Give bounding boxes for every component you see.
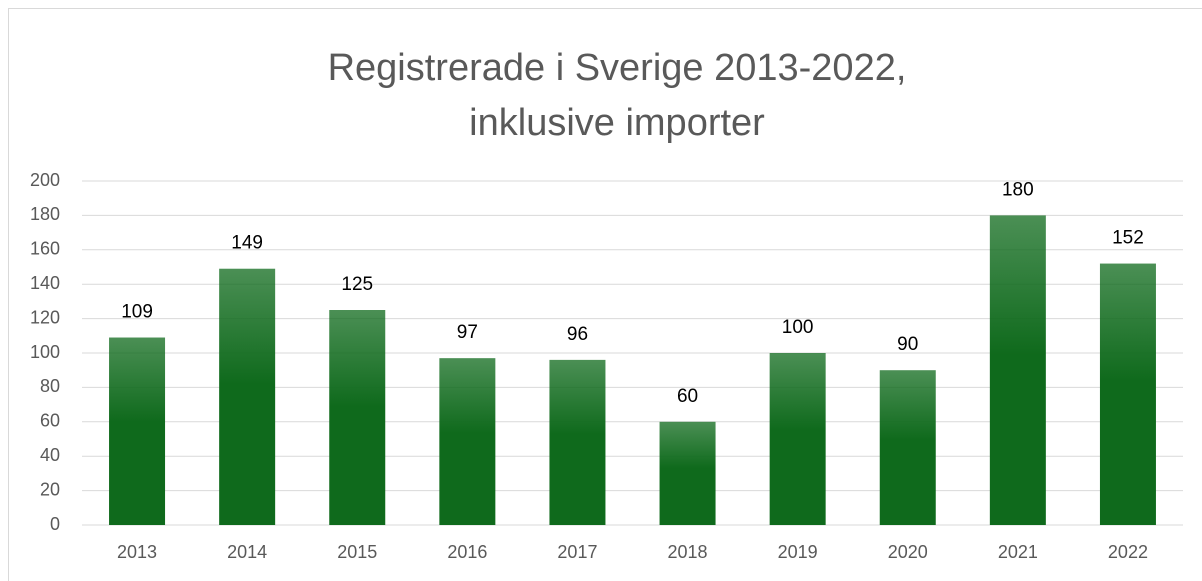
value-label: 125	[341, 274, 373, 295]
y-tick-label: 140	[30, 273, 60, 293]
value-label: 96	[567, 324, 588, 345]
bar	[769, 353, 826, 525]
value-label: 152	[1112, 228, 1144, 249]
x-tick-label: 2013	[117, 542, 157, 562]
y-tick-label: 0	[50, 514, 60, 534]
chart-title: inklusive importer	[469, 102, 765, 144]
value-label: 149	[231, 233, 263, 254]
y-tick-label: 20	[40, 479, 60, 499]
value-label: 97	[457, 322, 478, 343]
y-tick-label: 60	[40, 411, 60, 431]
y-tick-label: 40	[40, 445, 60, 465]
x-tick-label: 2021	[998, 542, 1038, 562]
bar	[989, 215, 1046, 525]
x-tick-label: 2016	[447, 542, 487, 562]
bar	[219, 268, 276, 525]
y-tick-label: 80	[40, 376, 60, 396]
bar	[439, 358, 496, 525]
bar	[329, 310, 386, 525]
value-label: 180	[1002, 179, 1034, 200]
bar	[549, 359, 606, 525]
x-tick-label: 2015	[337, 542, 377, 562]
y-tick-label: 100	[30, 342, 60, 362]
y-tick-label: 120	[30, 307, 60, 327]
y-tick-label: 160	[30, 239, 60, 259]
x-tick-label: 2014	[227, 542, 267, 562]
x-tick-label: 2017	[557, 542, 597, 562]
chart-title: Registrerade i Sverige 2013-2022,	[328, 47, 907, 89]
value-label: 100	[782, 317, 814, 338]
bar	[659, 421, 716, 525]
x-tick-label: 2019	[778, 542, 818, 562]
y-tick-label: 200	[30, 170, 60, 190]
bar	[109, 337, 166, 525]
x-tick-label: 2022	[1108, 542, 1148, 562]
x-tick-label: 2018	[668, 542, 708, 562]
value-label: 90	[897, 334, 918, 355]
value-label: 109	[121, 302, 153, 323]
value-label: 60	[677, 386, 698, 407]
y-tick-label: 180	[30, 204, 60, 224]
x-tick-label: 2020	[888, 542, 928, 562]
bar	[1099, 263, 1156, 525]
bar	[879, 370, 936, 525]
